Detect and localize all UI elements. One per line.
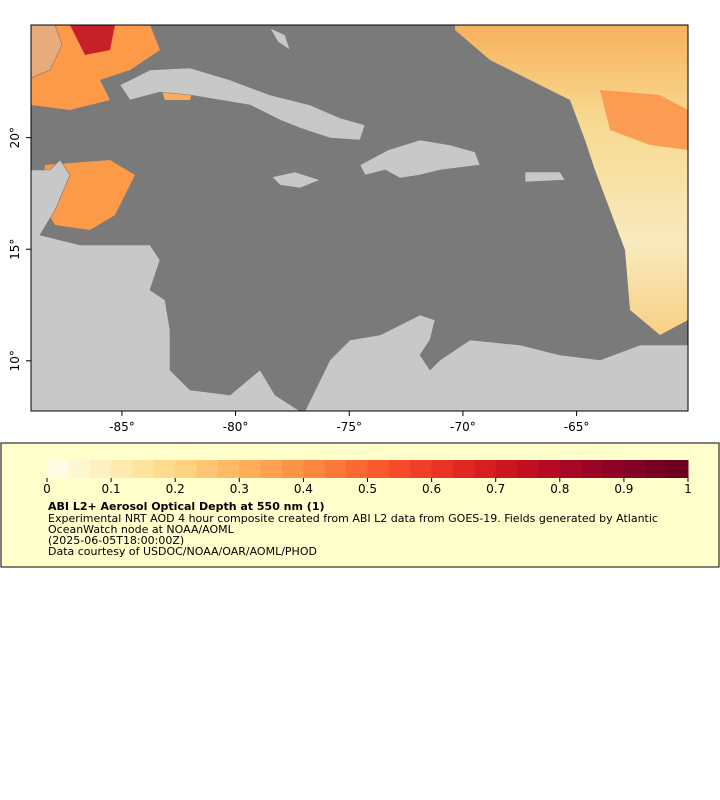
colorbar-tick-label: 0.5 (358, 482, 377, 496)
colorbar-tick-label: 0.7 (486, 482, 505, 496)
colorbar-step (666, 460, 689, 478)
colorbar-step (645, 460, 668, 478)
colorbar-step (538, 460, 561, 478)
colorbar-tick-label: 0.6 (422, 482, 441, 496)
colorbar-step (153, 460, 176, 478)
y-tick-label: 15° (8, 239, 22, 260)
land (524, 171, 566, 183)
land (271, 171, 321, 189)
colorbar-step (111, 460, 133, 478)
map (31, 25, 688, 411)
colorbar-step (175, 460, 198, 478)
aerosol-field (600, 90, 688, 150)
colorbar-step (47, 460, 69, 478)
colorbar-step (303, 460, 326, 478)
land (31, 159, 301, 411)
colorbar-step (495, 460, 518, 478)
colorbar-tick-label: 0.2 (166, 482, 185, 496)
colorbar-step (367, 460, 390, 478)
map-frame (30, 24, 689, 412)
colorbar-step (474, 460, 497, 478)
colorbar-step (623, 460, 646, 478)
legend-line: OceanWatch node at NOAA/AOML (48, 523, 235, 536)
colorbar-tick-label: 0 (43, 482, 51, 496)
y-tick-label: 10° (8, 350, 22, 371)
colorbar-step (89, 460, 112, 478)
colorbar-step (388, 460, 411, 478)
colorbar-tick-label: 0.4 (294, 482, 313, 496)
legend-line: Data courtesy of USDOC/NOAA/OAR/AOML/PHO… (48, 545, 317, 558)
legend-title: ABI L2+ Aerosol Optical Depth at 550 nm … (48, 500, 325, 513)
colorbar-tick-label: 0.3 (230, 482, 249, 496)
colorbar-tick-label: 0.8 (550, 482, 569, 496)
land (31, 25, 63, 79)
colorbar-step (239, 460, 262, 478)
colorbar-step (517, 460, 539, 478)
colorbar-step (581, 460, 604, 478)
land (359, 139, 481, 179)
colorbar-step (217, 460, 240, 478)
colorbar-step (452, 460, 475, 478)
colorbar-step (559, 460, 582, 478)
x-tick-label: -70° (450, 420, 476, 434)
x-tick-label: -75° (336, 420, 362, 434)
colorbar-step (260, 460, 283, 478)
land (304, 314, 688, 411)
colorbar-step (68, 460, 91, 478)
legend-line: Experimental NRT AOD 4 hour composite cr… (48, 512, 658, 525)
y-tick-label: 20° (8, 127, 22, 148)
colorbar-tick-label: 0.9 (614, 482, 633, 496)
colorbar-step (410, 460, 433, 478)
land (119, 67, 366, 141)
colorbar-step (196, 460, 219, 478)
colorbar-step (602, 460, 625, 478)
colorbar-step (282, 460, 304, 478)
colorbar-step (324, 460, 347, 478)
land (269, 27, 291, 51)
colorbar-tick-label: 1 (684, 482, 692, 496)
x-tick-label: -80° (223, 420, 249, 434)
colorbar-step (132, 460, 155, 478)
aerosol-field (31, 25, 160, 110)
x-tick-label: -85° (109, 420, 135, 434)
colorbar-tick-label: 0.1 (102, 482, 121, 496)
legend-line: (2025-06-05T18:00:00Z) (48, 534, 184, 547)
aerosol-field (70, 25, 115, 55)
x-tick-label: -65° (564, 420, 590, 434)
colorbar-step (346, 460, 368, 478)
colorbar-step (431, 460, 454, 478)
